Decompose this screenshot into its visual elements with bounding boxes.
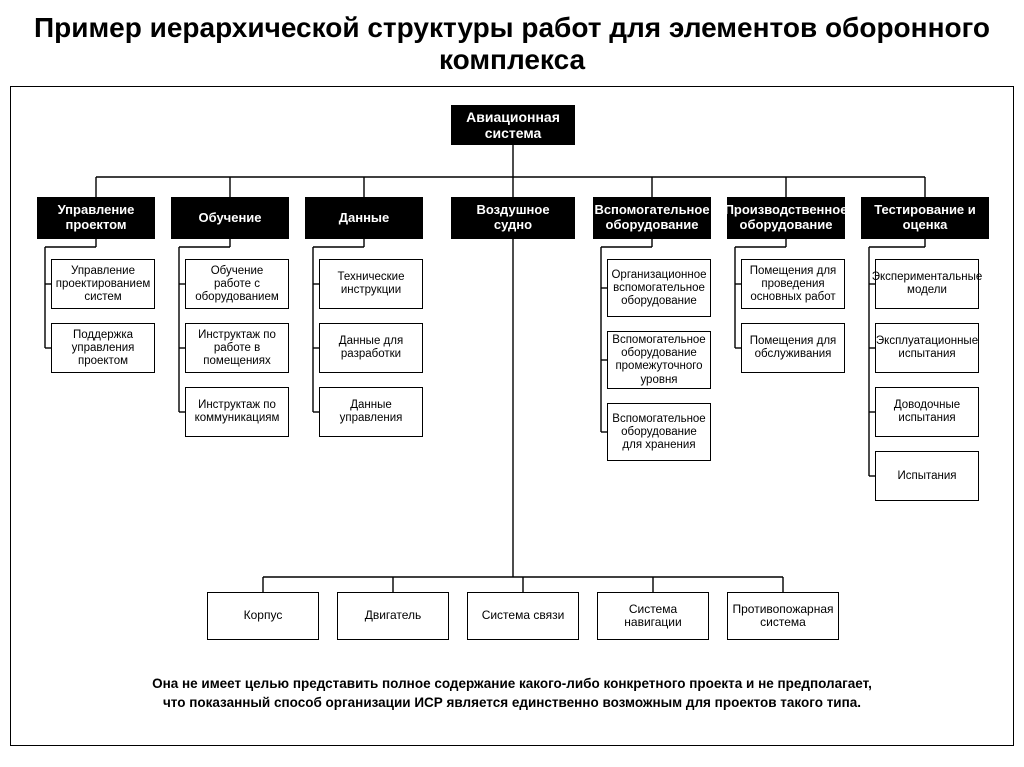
node-root: Авиационная система bbox=[451, 105, 575, 145]
leaf-bottom-2: Система связи bbox=[467, 592, 579, 640]
branch-3-label: Данные bbox=[339, 211, 390, 226]
leaf-b5-2-label: Вспомогательное оборудование для хранени… bbox=[612, 413, 705, 453]
branch-6-label: Производственное оборудование bbox=[725, 203, 848, 233]
branch-5-label: Вспомогательное оборудование bbox=[594, 203, 709, 233]
leaf-b7-3: Испытания bbox=[875, 451, 979, 501]
leaf-b6-0-label: Помещения для проведения основных работ bbox=[748, 265, 838, 305]
leaf-b5-0-label: Организационное вспомогательное оборудов… bbox=[611, 269, 706, 309]
leaf-bottom-1: Двигатель bbox=[337, 592, 449, 640]
leaf-b3-0: Технические инструкции bbox=[319, 259, 423, 309]
node-branch-5: Вспомогательное оборудование bbox=[593, 197, 711, 239]
leaf-bottom-0: Корпус bbox=[207, 592, 319, 640]
footer-line-2: что показанный способ организации ИСР яв… bbox=[163, 695, 861, 710]
leaf-b2-2-label: Инструктаж по коммуникациям bbox=[192, 399, 282, 425]
branch-1-label: Управление проектом bbox=[44, 203, 148, 233]
leaf-b5-2: Вспомогательное оборудование для хранени… bbox=[607, 403, 711, 461]
leaf-b7-3-label: Испытания bbox=[897, 470, 956, 483]
leaf-b1-0: Управление проектированием систем bbox=[51, 259, 155, 309]
diagram-frame: Авиационная система Управление проектом … bbox=[10, 86, 1014, 746]
leaf-b5-0: Организационное вспомогательное оборудов… bbox=[607, 259, 711, 317]
node-branch-6: Производственное оборудование bbox=[727, 197, 845, 239]
node-branch-2: Обучение bbox=[171, 197, 289, 239]
node-root-label: Авиационная система bbox=[458, 109, 568, 141]
leaf-b3-1-label: Данные для разработки bbox=[326, 335, 416, 361]
leaf-b6-0: Помещения для проведения основных работ bbox=[741, 259, 845, 309]
leaf-bottom-1-label: Двигатель bbox=[365, 609, 422, 623]
leaf-b3-1: Данные для разработки bbox=[319, 323, 423, 373]
leaf-b7-1: Эксплуатационные испытания bbox=[875, 323, 979, 373]
leaf-b2-2: Инструктаж по коммуникациям bbox=[185, 387, 289, 437]
leaf-b7-0: Экспериментальные модели bbox=[875, 259, 979, 309]
node-branch-4: Воздушное судно bbox=[451, 197, 575, 239]
leaf-bottom-4: Противопожарная система bbox=[727, 592, 839, 640]
branch-2-label: Обучение bbox=[198, 211, 261, 226]
leaf-b5-1-label: Вспомогательное оборудование промежуточн… bbox=[612, 334, 705, 387]
leaf-b6-1: Помещения для обслуживания bbox=[741, 323, 845, 373]
node-branch-3: Данные bbox=[305, 197, 423, 239]
leaf-bottom-4-label: Противопожарная система bbox=[732, 603, 833, 631]
leaf-b6-1-label: Помещения для обслуживания bbox=[748, 335, 838, 361]
leaf-b2-0: Обучение работе с оборудованием bbox=[185, 259, 289, 309]
leaf-b1-1: Поддержка управления проектом bbox=[51, 323, 155, 373]
leaf-b3-0-label: Технические инструкции bbox=[326, 271, 416, 297]
leaf-b7-2: Доводочные испытания bbox=[875, 387, 979, 437]
leaf-b7-2-label: Доводочные испытания bbox=[882, 399, 972, 425]
branch-4-label: Воздушное судно bbox=[458, 203, 568, 233]
leaf-b7-1-label: Эксплуатационные испытания bbox=[876, 335, 978, 361]
footer-line-1: Она не имеет целью представить полное со… bbox=[152, 676, 872, 691]
leaf-bottom-0-label: Корпус bbox=[244, 609, 283, 623]
branch-7-label: Тестирование и оценка bbox=[868, 203, 982, 233]
node-branch-7: Тестирование и оценка bbox=[861, 197, 989, 239]
node-branch-1: Управление проектом bbox=[37, 197, 155, 239]
leaf-bottom-2-label: Система связи bbox=[482, 609, 565, 623]
leaf-bottom-3-label: Система навигации bbox=[604, 603, 702, 631]
leaf-b2-1-label: Инструктаж по работе в помещениях bbox=[192, 329, 282, 369]
leaf-b2-0-label: Обучение работе с оборудованием bbox=[192, 265, 282, 305]
leaf-b2-1: Инструктаж по работе в помещениях bbox=[185, 323, 289, 373]
leaf-bottom-3: Система навигации bbox=[597, 592, 709, 640]
page-title: Пример иерархической структуры работ для… bbox=[10, 12, 1014, 76]
leaf-b5-1: Вспомогательное оборудование промежуточн… bbox=[607, 331, 711, 389]
leaf-b1-0-label: Управление проектированием систем bbox=[56, 265, 151, 305]
leaf-b1-1-label: Поддержка управления проектом bbox=[58, 329, 148, 369]
leaf-b3-2-label: Данные управления bbox=[326, 399, 416, 425]
leaf-b3-2: Данные управления bbox=[319, 387, 423, 437]
leaf-b7-0-label: Экспериментальные модели bbox=[872, 271, 983, 297]
footer-note: Она не имеет целью представить полное со… bbox=[11, 675, 1013, 711]
